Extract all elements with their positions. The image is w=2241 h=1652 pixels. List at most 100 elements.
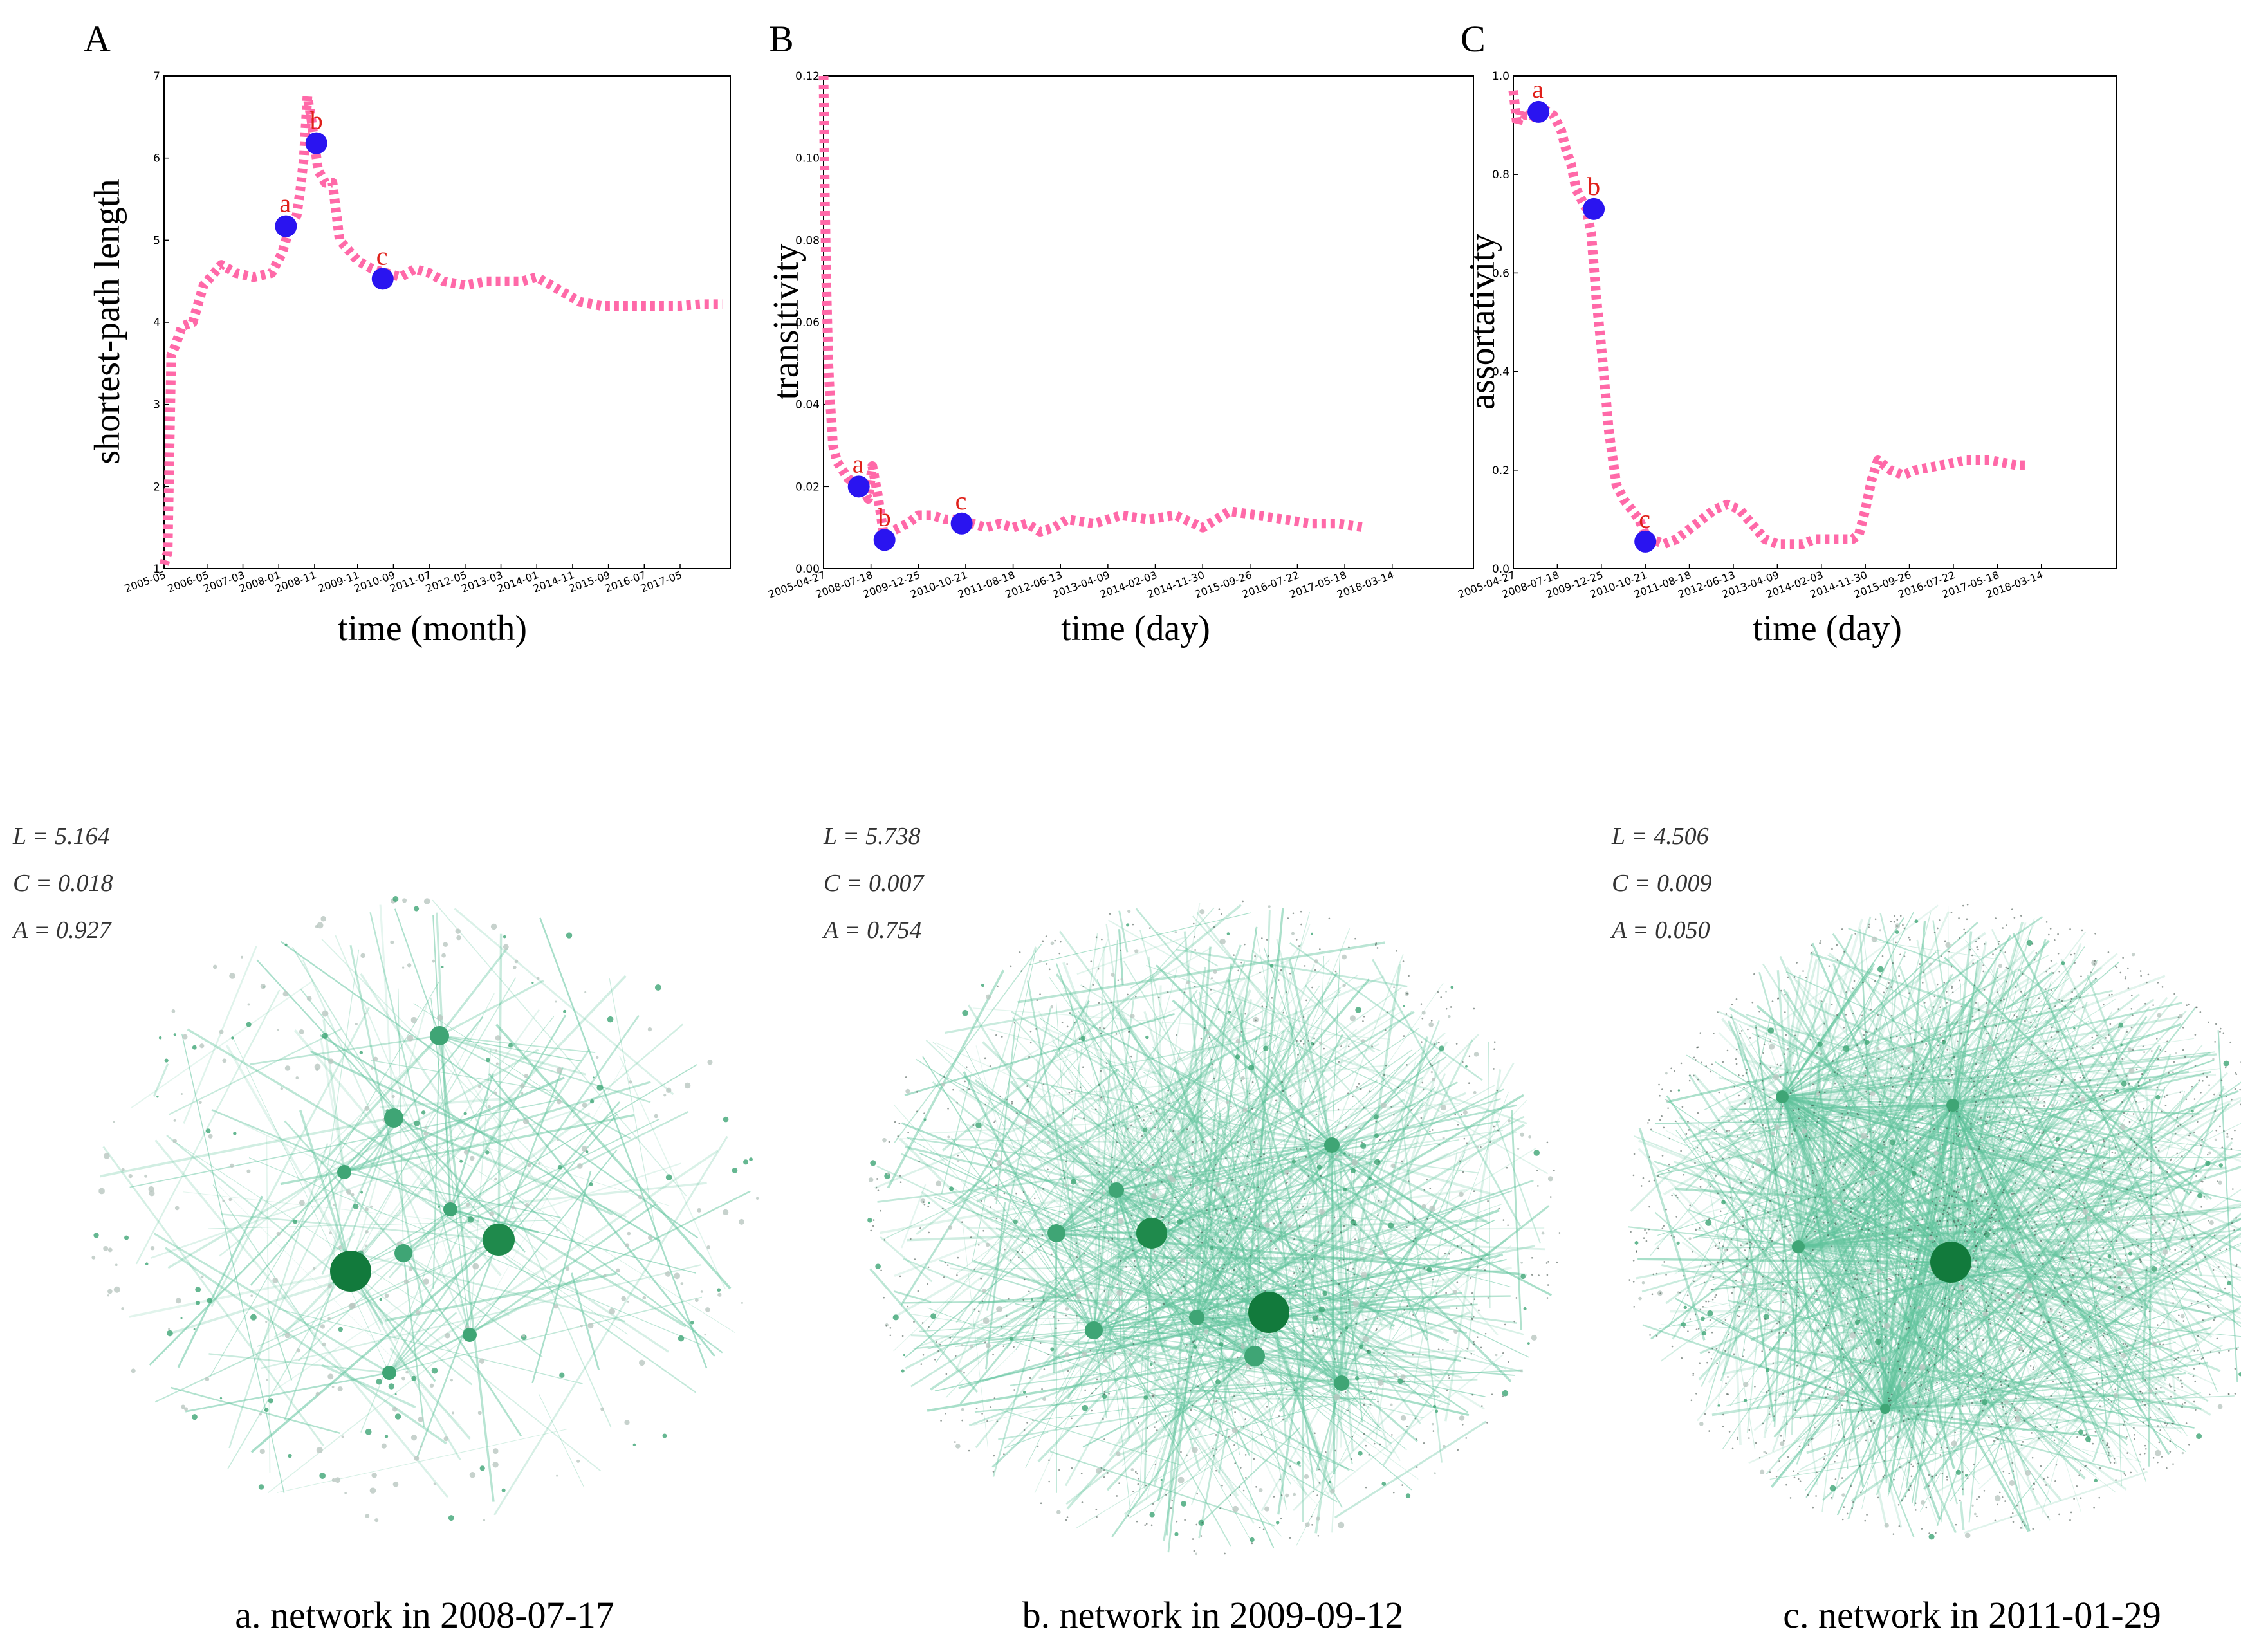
network-node <box>2159 1429 2162 1431</box>
network-edge <box>985 1202 1006 1370</box>
network-node <box>1782 1393 1784 1395</box>
network-edge <box>2013 1105 2105 1131</box>
network-node <box>1310 1042 1314 1046</box>
network-node <box>2032 1528 2034 1530</box>
network-node <box>1556 1261 1558 1263</box>
network-edge <box>1758 1059 1952 1263</box>
network-node <box>1371 1288 1373 1290</box>
network-node <box>1168 1102 1170 1105</box>
network-node <box>1042 940 1044 942</box>
network-node <box>2113 1183 2115 1185</box>
network-node <box>1825 1325 1827 1326</box>
network-node <box>2056 1140 2058 1143</box>
network-node <box>2170 1386 2172 1388</box>
network-node <box>2116 1058 2117 1060</box>
network-edge <box>438 947 508 1037</box>
network-node <box>1960 1005 1963 1008</box>
network-node <box>317 922 324 929</box>
network-node <box>2114 1258 2116 1261</box>
network-edge <box>1115 1043 1140 1191</box>
network-node <box>1314 1432 1316 1435</box>
network-node <box>2159 1049 2162 1051</box>
network-edge <box>1885 1130 2213 1409</box>
network-node <box>1219 1507 1221 1510</box>
network-node <box>1138 1164 1140 1166</box>
network-edge <box>2101 1160 2211 1249</box>
network-node <box>1919 963 1921 965</box>
network-node <box>2020 1444 2023 1446</box>
network-edge <box>1798 1246 2196 1377</box>
network-node <box>2107 1254 2112 1259</box>
network-node <box>928 1231 930 1234</box>
network-node <box>1495 1354 1498 1357</box>
network-node <box>2194 1380 2197 1382</box>
network-node <box>2149 1416 2152 1418</box>
network-edge <box>1849 1107 2100 1132</box>
network-edge <box>1704 1136 1839 1304</box>
network-node <box>1061 1022 1064 1023</box>
network-edge <box>1809 1038 1953 1106</box>
network-edge <box>1121 1215 1376 1467</box>
network-node <box>1333 1216 1336 1218</box>
network-node <box>1403 1380 1405 1382</box>
network-node <box>2103 1171 2105 1173</box>
network-node <box>917 1290 919 1292</box>
network-node <box>1257 1186 1259 1188</box>
network-edge <box>321 1117 395 1275</box>
network-node <box>1793 1470 1794 1473</box>
network-edge <box>1782 1096 2153 1198</box>
network-node <box>1071 1417 1073 1420</box>
network-node <box>2152 1341 2157 1347</box>
network-node <box>1877 1260 1879 1262</box>
network-node <box>1998 940 2000 942</box>
network-edge <box>1810 952 2031 1029</box>
network-node <box>1692 1251 1693 1253</box>
network-node <box>2195 1268 2197 1271</box>
network-node <box>1186 1128 1188 1130</box>
network-node <box>1184 1378 1186 1381</box>
network-node <box>980 1200 982 1202</box>
network-node <box>1000 1219 1002 1221</box>
network-node <box>1127 1515 1129 1517</box>
network-edge <box>1151 1201 1354 1234</box>
network-node <box>1025 1395 1028 1398</box>
network-node <box>916 1110 918 1112</box>
network-node <box>1194 1428 1197 1431</box>
network-node <box>1885 1312 1887 1315</box>
network-edge <box>149 1117 394 1366</box>
network-node <box>423 1131 429 1136</box>
network-node <box>2057 1031 2060 1032</box>
network-node <box>1906 1224 1908 1226</box>
network-edge <box>1781 1096 1928 1409</box>
network-node <box>2004 1267 2006 1270</box>
network-node <box>1201 1262 1203 1263</box>
hub-node <box>1136 1218 1167 1249</box>
network-node <box>1868 1283 1870 1286</box>
network-node <box>2150 1160 2152 1162</box>
network-node <box>1145 1484 1147 1487</box>
network-node <box>1334 1449 1336 1452</box>
network-node <box>1056 1510 1061 1515</box>
network-edge <box>919 1152 1269 1313</box>
network-node <box>1248 1092 1251 1095</box>
network-node <box>2000 1240 2003 1242</box>
network-node <box>2060 1274 2063 1276</box>
network-node <box>2161 1400 2164 1402</box>
network-node <box>1240 1079 1243 1082</box>
network-node <box>592 1076 595 1079</box>
network-node <box>992 1471 995 1473</box>
network-node <box>1360 1088 1362 1090</box>
network-node <box>423 1278 429 1285</box>
network-node <box>1079 1086 1082 1088</box>
network-node <box>1289 1094 1291 1097</box>
network-node <box>2022 1441 2024 1443</box>
network-node <box>654 984 661 991</box>
network-edge <box>1991 1208 2080 1347</box>
network-edge <box>1116 1011 1415 1191</box>
network-node <box>1904 1078 1908 1081</box>
network-node <box>1949 1307 1951 1310</box>
network-node <box>2015 1293 2021 1299</box>
network-node <box>949 1186 954 1191</box>
network-edge <box>1980 1022 2149 1308</box>
network-node <box>2204 1285 2206 1287</box>
